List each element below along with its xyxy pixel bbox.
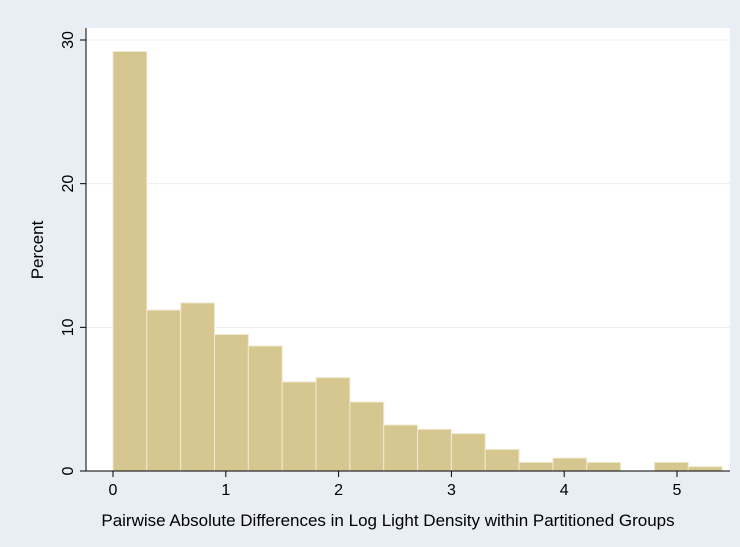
- histogram-bar: [450, 433, 486, 472]
- histogram-bar: [586, 461, 622, 472]
- x-tick-label: 2: [334, 482, 343, 499]
- y-tick-label: 10: [60, 318, 77, 336]
- histogram-bar: [687, 466, 723, 472]
- histogram-bar: [112, 50, 148, 472]
- x-ticks: 0 1 2 3 4 5: [109, 471, 682, 499]
- histogram-bar: [518, 461, 554, 472]
- y-ticks: 0 10 20 30: [60, 31, 86, 475]
- x-tick-label: 4: [560, 482, 569, 499]
- x-tick-label: 3: [447, 482, 456, 499]
- x-axis-label: Pairwise Absolute Differences in Log Lig…: [101, 511, 674, 530]
- histogram-bar: [383, 424, 419, 472]
- x-tick-label: 5: [673, 482, 682, 499]
- histogram-bar: [315, 377, 351, 472]
- histogram-bar: [146, 309, 182, 472]
- histogram-bar: [653, 461, 689, 472]
- bars: [112, 50, 723, 472]
- y-tick-label: 30: [60, 31, 77, 49]
- x-tick-label: 1: [221, 482, 230, 499]
- histogram-bar: [247, 345, 283, 472]
- histogram-bar: [214, 334, 249, 472]
- y-tick-label: 0: [60, 466, 77, 475]
- y-axis-label: Percent: [28, 220, 47, 279]
- histogram-bar: [281, 381, 317, 472]
- axes: [85, 28, 730, 472]
- histogram-bar: [417, 428, 452, 472]
- x-tick-label: 0: [109, 482, 118, 499]
- y-tick-label: 20: [60, 175, 77, 193]
- histogram-bar: [484, 448, 520, 472]
- histogram-bar: [349, 401, 385, 472]
- histogram-bar: [552, 457, 588, 472]
- histogram-bar: [180, 302, 216, 472]
